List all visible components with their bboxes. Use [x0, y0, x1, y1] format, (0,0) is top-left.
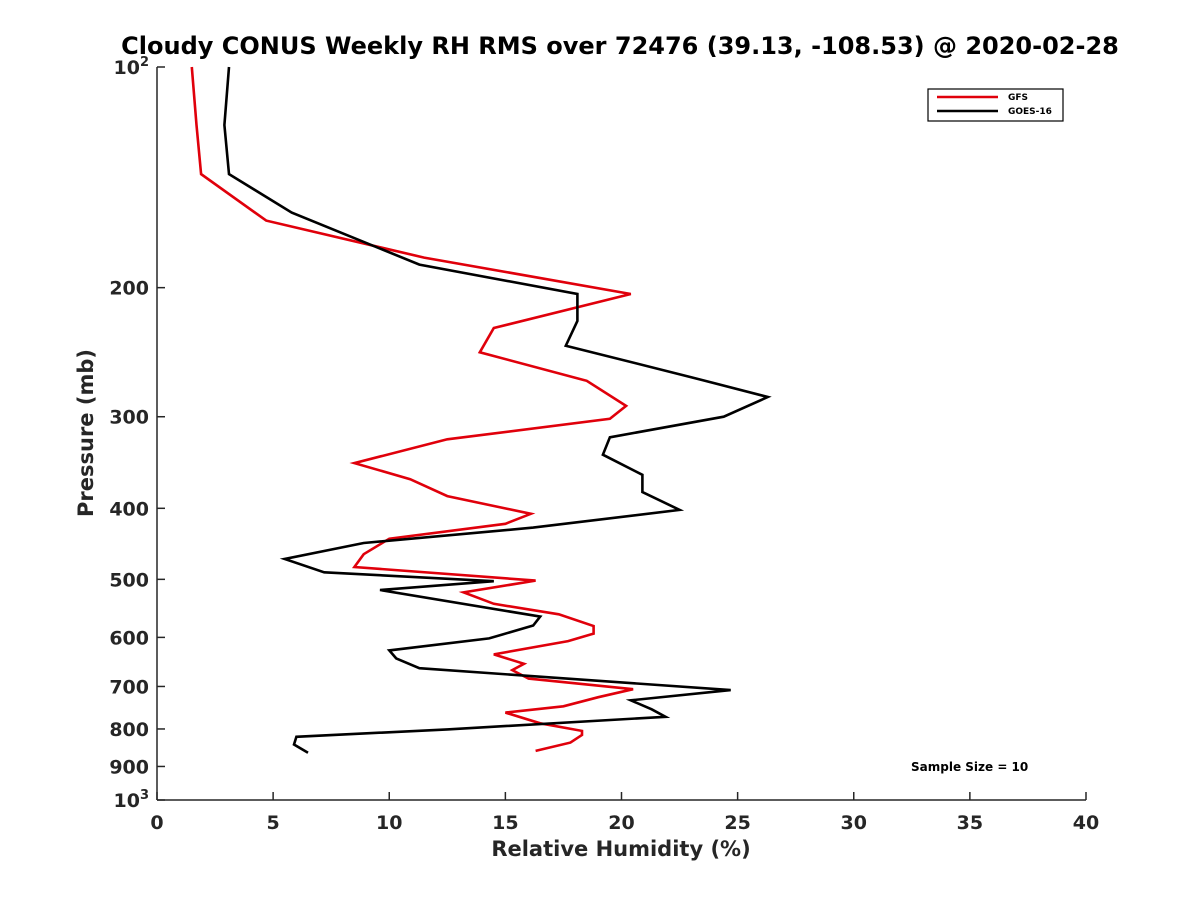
y-axis-title: Pressure (mb) [74, 349, 98, 517]
y-tick-label: 300 [109, 407, 149, 429]
x-tick-label: 25 [724, 812, 750, 834]
x-tick-label: 5 [267, 812, 280, 834]
x-tick-label: 35 [957, 812, 983, 834]
y-tick-label: 200 [109, 278, 149, 300]
legend-label-gfs: GFS [1008, 93, 1028, 103]
x-tick-label: 10 [376, 812, 402, 834]
x-tick-label: 40 [1073, 812, 1099, 834]
plot-area: 0 5 10 15 20 25 30 35 40 102 200 300 400 500 600 700 80… [109, 55, 1099, 834]
sample-size-annotation: Sample Size = 10 [911, 760, 1028, 774]
x-tick-label: 0 [150, 812, 163, 834]
x-tick-label: 30 [841, 812, 867, 834]
series-line-goes-16 [223, 66, 772, 754]
series-line-gfs [190, 66, 634, 753]
x-tick-label: 20 [608, 812, 634, 834]
y-tick-label: 400 [109, 498, 149, 520]
y-tick-label: 700 [109, 676, 149, 698]
x-axis-title: Relative Humidity (%) [491, 837, 750, 861]
x-tick-label: 15 [492, 812, 518, 834]
y-tick-label: 800 [109, 719, 149, 741]
legend: GFS GOES-16 [927, 88, 1064, 122]
y-tick-label: 103 [114, 788, 150, 812]
y-tick-label: 600 [109, 627, 149, 649]
legend-label-goes16: GOES-16 [1008, 107, 1052, 117]
series-lines [190, 66, 772, 754]
x-axis-ticks: 0 5 10 15 20 25 30 35 40 [150, 792, 1099, 834]
chart-title: Cloudy CONUS Weekly RH RMS over 72476 (3… [121, 32, 1119, 60]
legend-box [927, 88, 1064, 122]
y-tick-label: 500 [109, 569, 149, 591]
y-tick-label: 900 [109, 756, 149, 778]
y-tick-label: 102 [114, 55, 150, 79]
y-axis-ticks: 102 200 300 400 500 600 700 800 900 103 [109, 55, 165, 812]
